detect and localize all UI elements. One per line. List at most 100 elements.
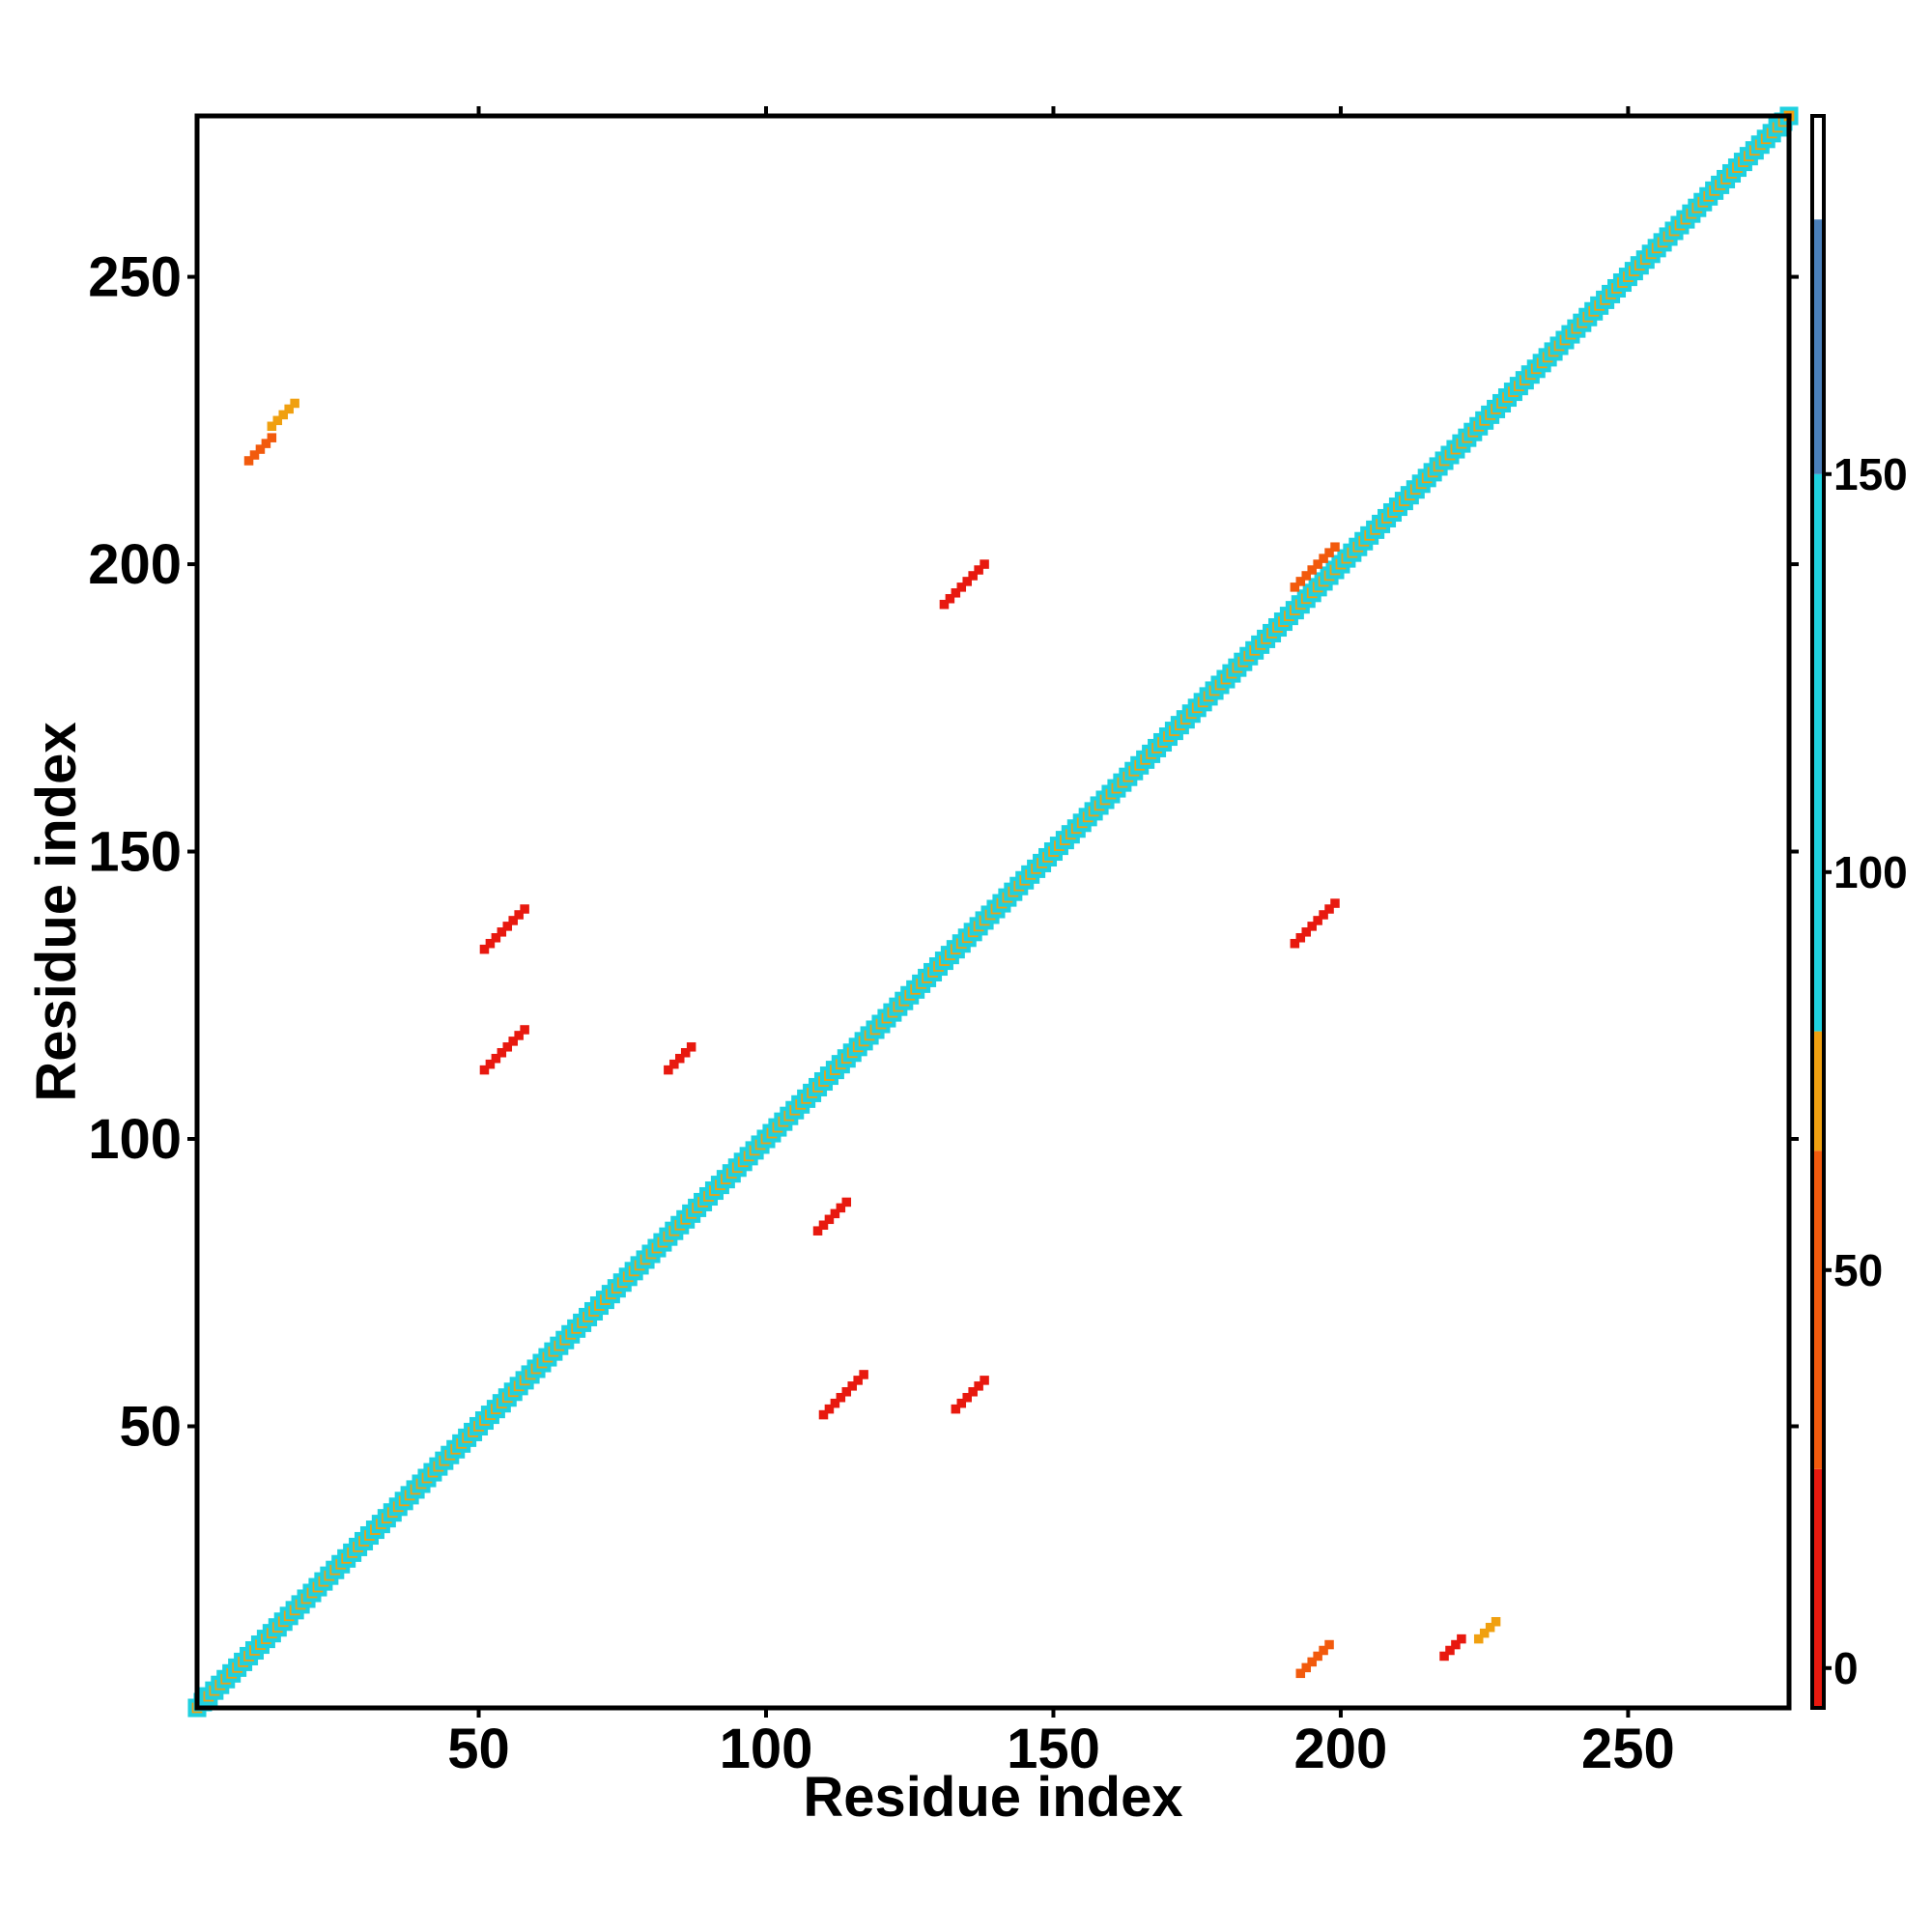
contact-cell	[980, 1376, 989, 1385]
y-axis-label: Residue index	[25, 722, 88, 1101]
contact-cell	[853, 1376, 863, 1385]
colorbar-tick-label: 0	[1833, 1643, 1859, 1693]
contact-cell	[812, 1226, 823, 1236]
contact-cell	[243, 456, 254, 466]
contact-cell	[290, 398, 299, 409]
contact-cell	[956, 1398, 967, 1408]
contact-cell	[1319, 554, 1328, 563]
colorbar-tick-label: 50	[1833, 1245, 1883, 1295]
contact-cell	[508, 916, 518, 925]
contact-cell	[520, 1025, 529, 1035]
contact-cell	[836, 1392, 846, 1403]
contact-cell	[686, 1042, 696, 1052]
contact-cell	[1313, 559, 1322, 569]
contact-cell	[278, 410, 289, 420]
contact-cell	[1301, 927, 1312, 937]
contact-cell	[830, 1208, 840, 1219]
colorbar-band	[1812, 1468, 1824, 1708]
colorbar-band	[1812, 116, 1824, 220]
contact-cell	[514, 910, 524, 920]
contact-cell	[485, 1059, 496, 1069]
contact-cell	[491, 1053, 501, 1064]
contact-cell	[485, 938, 496, 949]
contact-cell	[1330, 898, 1340, 908]
contact-cell	[1324, 1639, 1334, 1650]
contact-cell	[939, 599, 950, 610]
contact-cell	[841, 1197, 852, 1208]
contact-cell	[951, 588, 961, 598]
contact-cell	[1307, 1657, 1317, 1667]
y-tick-label: 100	[88, 1108, 182, 1171]
contact-cell	[284, 404, 294, 414]
contact-cell	[945, 593, 955, 604]
contact-cell	[255, 444, 266, 454]
contact-cell	[1307, 565, 1317, 575]
colorbar-band	[1812, 1151, 1824, 1469]
contact-cell	[520, 904, 529, 914]
contact-cell	[962, 577, 972, 586]
colorbar-tick-label: 150	[1833, 449, 1908, 499]
colorbar-tick-label: 100	[1833, 847, 1908, 897]
contact-cell	[497, 1048, 507, 1058]
contact-cell	[1301, 1662, 1312, 1673]
contact-cell	[1301, 571, 1312, 581]
contact-cell	[261, 439, 271, 448]
contact-cell	[1295, 577, 1306, 586]
contact-cell	[1295, 933, 1306, 943]
contact-cell	[1319, 1645, 1328, 1656]
contact-cell	[836, 1203, 846, 1213]
x-tick-label: 150	[1007, 1718, 1100, 1780]
contact-cell	[664, 1065, 673, 1075]
contact-cell	[974, 565, 983, 575]
y-tick-label: 200	[88, 533, 182, 596]
x-tick-label: 100	[720, 1718, 813, 1780]
contact-cell	[859, 1370, 868, 1379]
contact-cell	[1290, 938, 1300, 949]
contact-cell	[1307, 922, 1317, 931]
contact-cell	[669, 1059, 679, 1069]
x-axis-label: Residue index	[803, 1766, 1182, 1829]
colorbar-band	[1812, 219, 1824, 474]
contact-cell	[1457, 1634, 1466, 1644]
contact-cell	[491, 933, 501, 943]
contact-cell	[1485, 1622, 1495, 1633]
contact-cell	[502, 922, 513, 931]
contact-cell	[824, 1214, 835, 1225]
contact-cell	[1319, 910, 1328, 920]
x-tick-label: 200	[1294, 1718, 1388, 1780]
contact-cell	[968, 1387, 978, 1397]
contact-cell	[951, 1404, 961, 1414]
contact-cell	[980, 559, 989, 569]
contact-cell	[824, 1404, 835, 1414]
contact-cell	[267, 433, 277, 442]
contact-cell	[1290, 582, 1300, 592]
y-axis: 50 100 150 200 250	[88, 246, 1799, 1458]
contact-cell	[1295, 1668, 1306, 1679]
contact-cell	[1330, 542, 1340, 552]
colorbar: 0 50 100 150	[1810, 114, 1908, 1710]
contact-cell	[479, 1065, 490, 1075]
contact-cell	[514, 1031, 524, 1040]
contact-cell	[962, 1392, 972, 1403]
colorbar-frame	[1810, 114, 1826, 1710]
contact-cell	[1479, 1628, 1490, 1638]
heatmap-cells	[187, 106, 1799, 1718]
contact-cell	[968, 571, 978, 581]
contact-cell	[502, 1042, 513, 1052]
contact-cell	[1313, 916, 1322, 925]
contact-cell	[830, 1398, 840, 1408]
contact-cell	[272, 415, 283, 426]
contact-cell	[818, 1220, 829, 1231]
contact-cell	[497, 927, 507, 937]
contact-cell	[249, 450, 260, 460]
contact-cell	[674, 1053, 685, 1064]
contact-cell	[1324, 904, 1334, 914]
contact-cell	[1451, 1639, 1461, 1650]
y-tick-label: 250	[88, 246, 182, 309]
colorbar-band	[1812, 1031, 1824, 1151]
y-tick-label: 150	[88, 821, 182, 884]
contact-cell	[974, 1381, 983, 1391]
contact-cell	[1324, 548, 1334, 557]
contact-cell	[1445, 1645, 1455, 1656]
